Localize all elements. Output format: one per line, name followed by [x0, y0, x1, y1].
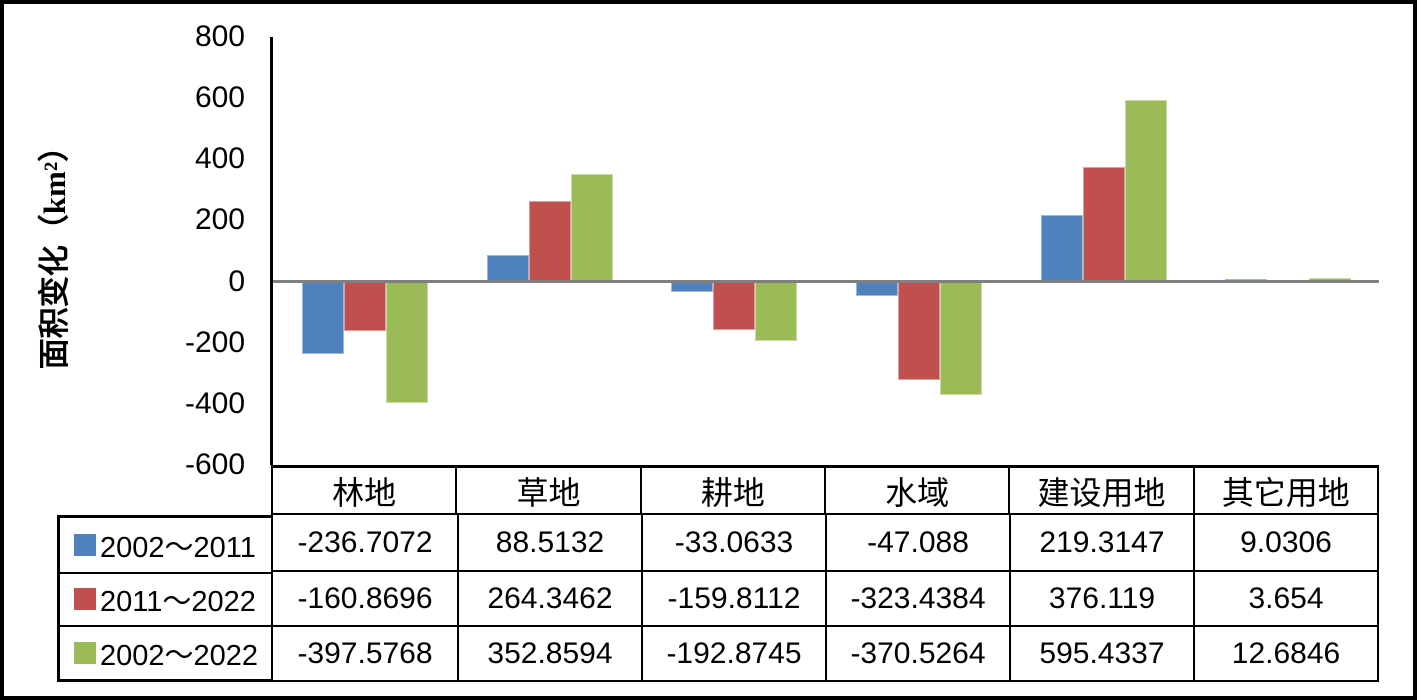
- value-cell-2002～2022-草地: 352.8594: [457, 625, 641, 680]
- bar-2002～2022-草地: [570, 173, 613, 282]
- zero-gridline: [271, 280, 1379, 283]
- legend-swatch-icon: [74, 642, 96, 665]
- table-body: -236.7072 88.5132 -33.0633 -47.088 219.3147 9…: [271, 515, 1379, 682]
- category-header-cell: 草地: [455, 468, 639, 513]
- bar-2002～2011-林地: [302, 281, 344, 354]
- y-axis-line: [270, 37, 273, 465]
- value-cell-2002～2011-水域: -47.088: [825, 515, 1009, 570]
- value-cell-2011～2022-水域: -323.4384: [825, 570, 1009, 625]
- bar-2002～2011-水域: [856, 281, 898, 296]
- value-cell-2011～2022-耕地: -159.8112: [641, 570, 825, 625]
- legend-column: 2002～2011 2011～2022 2002～2022: [57, 515, 271, 682]
- bar-2011～2022-耕地: [713, 281, 756, 331]
- bar-2011～2022-建设用地: [1082, 166, 1125, 282]
- bar-2002～2011-草地: [486, 254, 529, 282]
- category-header-cell: 其它用地: [1192, 468, 1377, 513]
- legend-item: 2011～2022: [60, 571, 271, 626]
- value-cell-2011～2022-其它用地: 3.654: [1193, 570, 1377, 625]
- y-axis-tick-label: 400: [194, 142, 245, 176]
- value-cell-2011～2022-草地: 264.3462: [457, 570, 641, 625]
- y-axis-title: 面积变化（km²）: [37, 130, 72, 370]
- value-cell-2002～2022-水域: -370.5264: [825, 625, 1009, 680]
- legend-label: 2002～2011: [100, 531, 256, 564]
- category-header-cell: 林地: [332, 474, 397, 511]
- table-header-row: 林地 草地 耕地 水域 建设用地 其它用地: [271, 465, 1379, 515]
- bar-2011～2022-水域: [898, 281, 940, 381]
- category-header-cell: 建设用地: [1008, 468, 1192, 513]
- bar-2002～2011-耕地: [671, 281, 714, 292]
- bar-2002～2022-耕地: [755, 281, 798, 341]
- y-axis-tick-label: 800: [194, 20, 245, 53]
- bar-2002～2022-其它用地: [1309, 277, 1352, 282]
- legend-label: 2011～2022: [100, 586, 256, 619]
- y-axis-tick-label: 200: [194, 203, 245, 237]
- legend-label: 2002～2022: [100, 640, 259, 673]
- y-axis-tick-label: 0: [228, 264, 245, 298]
- value-cell-2002～2022-耕地: -192.8745: [641, 625, 825, 680]
- legend-item: 2002～2011: [60, 518, 271, 572]
- y-axis-tick-label: -400: [184, 386, 245, 420]
- legend-swatch-icon: [74, 588, 96, 611]
- bar-2002～2022-建设用地: [1124, 99, 1167, 282]
- bar-2011～2022-林地: [344, 281, 386, 331]
- bar-2002～2022-林地: [386, 281, 428, 404]
- bar-2002～2011-建设用地: [1040, 214, 1083, 282]
- value-cell-2002～2011-草地: 88.5132: [457, 515, 641, 570]
- category-header-cell: 水域: [823, 468, 1008, 513]
- value-cell-2002～2022-林地: -397.5768: [273, 625, 457, 680]
- legend-swatch-icon: [74, 533, 96, 556]
- value-cell-2011～2022-林地: -160.8696: [273, 570, 457, 625]
- value-cell-2002～2011-林地: -236.7072: [297, 525, 433, 559]
- y-axis-tick-label: -600: [184, 448, 245, 481]
- legend-item: 2002～2022: [60, 625, 271, 679]
- plot-area: [271, 37, 1379, 465]
- bar-2011～2022-草地: [528, 200, 571, 282]
- value-cell-2002～2011-耕地: -33.0633: [641, 515, 825, 570]
- bar-2002～2022-水域: [940, 281, 982, 395]
- value-cell-2002～2022-其它用地: 12.6846: [1193, 625, 1377, 680]
- value-cell-2002～2011-建设用地: 219.3147: [1009, 515, 1193, 570]
- category-header-cell: 耕地: [639, 468, 824, 513]
- value-cell-2002～2011-其它用地: 9.0306: [1193, 515, 1377, 570]
- value-cell-2002～2022-建设用地: 595.4337: [1009, 625, 1193, 680]
- y-axis-tick-label: 600: [194, 81, 245, 115]
- value-cell-2011～2022-建设用地: 376.119: [1009, 570, 1193, 625]
- y-axis-tick-label: -200: [184, 325, 245, 359]
